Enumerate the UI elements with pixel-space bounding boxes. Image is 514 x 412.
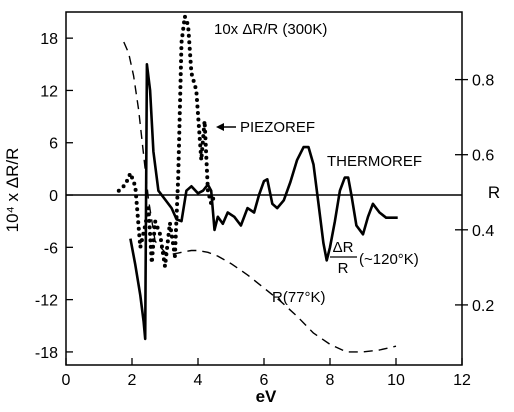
left-tick-label: 12 <box>40 83 58 100</box>
left-tick-label: 18 <box>40 31 58 48</box>
x-tick-label: 6 <box>260 372 269 389</box>
right-axis-title: R <box>488 183 500 202</box>
x-tick-label: 0 <box>62 372 71 389</box>
right-tick-label: 0.2 <box>472 298 494 315</box>
series-line-1 <box>129 63 398 341</box>
left-axis-ticks: 18 12 6 0 -6 -12 -18 <box>35 31 73 362</box>
right-tick-label: 0.6 <box>472 148 494 165</box>
annotation-r77k: R(77°K) <box>272 289 326 306</box>
annotation-dr-numerator: ΔR <box>333 239 354 256</box>
left-tick-label: -12 <box>35 293 58 310</box>
left-axis-title: 10⁴ x ΔR/R <box>3 148 22 233</box>
x-tick-label: 10 <box>387 372 405 389</box>
x-axis-title: eV <box>256 387 277 406</box>
x-tick-label: 8 <box>326 372 335 389</box>
series-line-0 <box>116 14 217 269</box>
right-tick-label: 0.8 <box>472 73 494 90</box>
x-tick-label: 2 <box>128 372 137 389</box>
annotation-dr-denominator: R <box>338 260 349 277</box>
plot-frame <box>65 11 463 366</box>
annotation-piezoref: PIEZOREF <box>240 119 315 136</box>
plot-border <box>65 11 463 366</box>
left-tick-label: -6 <box>44 240 58 257</box>
left-tick-label: 6 <box>49 136 58 153</box>
annotation-thermoref: THERMOREF <box>327 153 422 170</box>
series-layer <box>116 14 398 353</box>
annotation-10x-300k: 10x ΔR/R (300K) <box>214 21 327 38</box>
x-tick-label: 12 <box>453 372 471 389</box>
x-axis-ticks: 0 2 4 6 8 10 12 <box>62 358 471 389</box>
right-axis-ticks: 0.8 0.6 0.4 0.2 <box>455 73 494 315</box>
left-tick-label: 0 <box>49 188 58 205</box>
series-line-2 <box>123 41 397 353</box>
piezoref-arrowhead <box>216 123 224 131</box>
left-tick-label: -18 <box>35 345 58 362</box>
x-tick-label: 4 <box>194 372 203 389</box>
right-tick-label: 0.4 <box>472 223 494 240</box>
annotation-dr-temperature: (~120°K) <box>359 251 419 268</box>
